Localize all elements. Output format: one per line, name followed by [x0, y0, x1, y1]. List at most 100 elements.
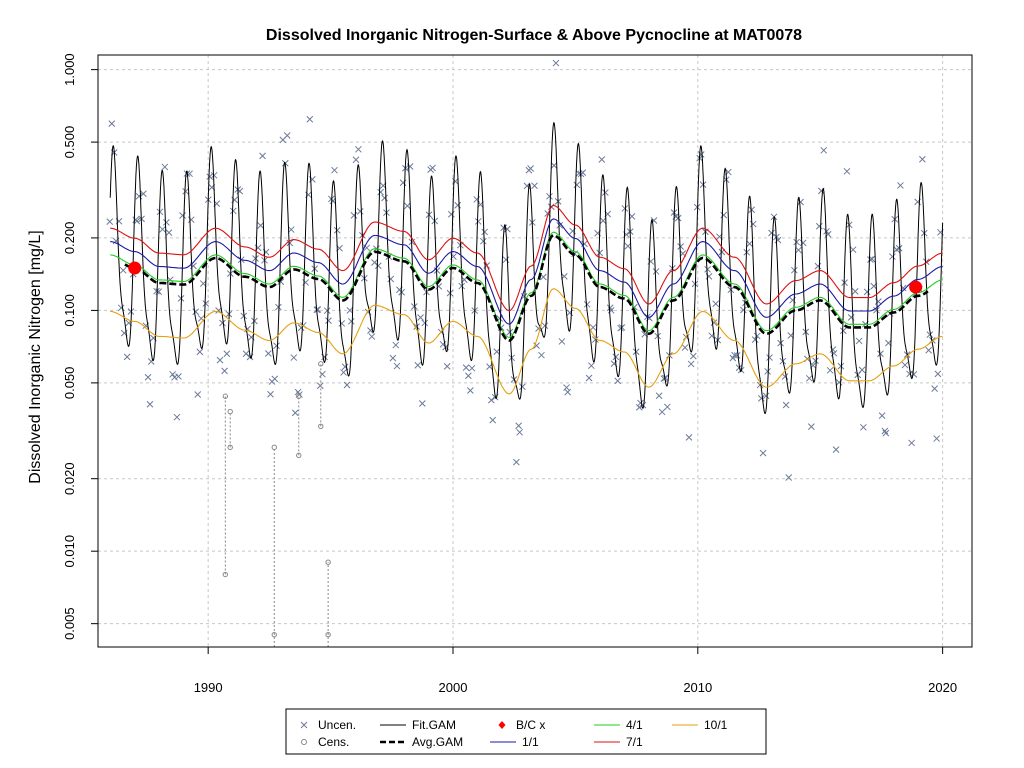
uncensored-point	[127, 308, 135, 315]
uncensored-point	[901, 361, 909, 369]
uncensored-point	[479, 237, 487, 245]
uncensored-point	[202, 300, 210, 307]
uncensored-point	[882, 429, 890, 437]
uncensored-point	[658, 408, 666, 416]
legend-swatch-bc	[498, 721, 506, 729]
uncensored-point	[805, 374, 813, 382]
uncensored-point	[877, 350, 884, 358]
uncensored-point	[766, 354, 773, 361]
uncensored-point	[531, 182, 538, 190]
uncensored-point	[229, 207, 237, 215]
axes: 1990 2000 2010 2020 0.005 0.010 0.020 0.050 0.10…	[62, 53, 957, 695]
uncensored-point	[689, 352, 697, 360]
uncensored-point	[466, 387, 474, 394]
uncensored-point	[216, 356, 224, 364]
censored-point	[271, 444, 277, 451]
uncensored-point	[650, 217, 658, 224]
x-tick-label: 2020	[928, 680, 957, 695]
censored-point	[318, 423, 324, 430]
y-tick-label: 0.005	[62, 607, 77, 640]
legend-swatch-uncen	[300, 721, 308, 729]
uncensored-point	[283, 132, 291, 139]
uncensored-point	[346, 307, 354, 314]
legend-label: Uncen.	[318, 718, 356, 732]
uncensored-point	[210, 171, 218, 179]
legend-label: B/C x	[516, 718, 545, 732]
uncensored-point	[474, 218, 482, 225]
uncensored-point	[756, 381, 764, 389]
y-tick-label: 0.020	[62, 462, 77, 495]
uncensored-point	[417, 314, 424, 321]
uncensored-point	[374, 262, 382, 270]
uncensored-point	[556, 221, 564, 229]
uncensored-point	[837, 362, 845, 370]
uncensored-point	[588, 362, 595, 370]
uncensored-point	[826, 366, 834, 374]
uncensored-point	[681, 344, 689, 351]
uncensored-point	[550, 162, 558, 169]
uncensored-point	[632, 348, 640, 356]
uncensored-point	[421, 319, 429, 327]
uncensored-point	[533, 342, 540, 349]
uncensored-point	[465, 372, 472, 380]
uncensored-point	[356, 207, 364, 215]
uncensored-point	[343, 381, 351, 389]
uncensored-point	[782, 401, 790, 409]
series-layer	[106, 59, 944, 647]
uncensored-point	[169, 370, 176, 378]
uncensored-point	[219, 319, 226, 327]
uncensored-point	[144, 373, 152, 381]
uncensored-point	[443, 363, 451, 370]
y-tick-label: 0.200	[62, 222, 77, 255]
uncensored-point	[677, 243, 684, 250]
uncensored-point	[106, 218, 114, 225]
uncensored-point	[182, 187, 189, 195]
uncensored-point	[135, 192, 143, 200]
uncensored-point	[585, 374, 593, 382]
uncensored-point	[931, 385, 938, 392]
uncensored-point	[519, 383, 526, 391]
uncensored-point	[749, 220, 757, 228]
uncensored-point	[331, 166, 338, 174]
chart-title: Dissolved Inorganic Nitrogen-Surface & A…	[266, 27, 802, 44]
uncensored-point	[252, 255, 259, 262]
uncensored-point	[194, 391, 202, 398]
uncensored-point	[454, 201, 462, 209]
uncensored-point	[513, 458, 520, 466]
uncensored-point	[257, 222, 264, 229]
uncensored-point	[259, 152, 266, 160]
uncensored-point	[165, 229, 173, 236]
uncensored-point	[866, 256, 874, 263]
uncensored-point	[762, 392, 770, 400]
uncensored-point	[163, 219, 170, 226]
uncensored-point	[781, 373, 789, 380]
uncensored-point	[291, 409, 299, 417]
uncensored-point	[635, 404, 643, 411]
censored-point	[318, 361, 324, 367]
uncensored-point	[829, 346, 837, 353]
bc-point	[909, 280, 923, 294]
uncensored-point	[140, 190, 147, 198]
censored-point	[325, 631, 331, 638]
uncensored-point	[614, 377, 622, 385]
uncensored-point	[731, 351, 738, 359]
uncensored-point	[347, 317, 355, 325]
uncensored-point	[815, 222, 823, 230]
uncensored-point	[573, 181, 581, 189]
censored-point	[227, 408, 233, 415]
uncensored-point	[377, 188, 384, 196]
uncensored-point	[832, 446, 840, 453]
uncensored-point	[171, 373, 178, 381]
uncensored-point	[290, 354, 298, 361]
uncensored-point	[447, 210, 455, 218]
uncensored-point	[389, 354, 397, 362]
uncensored-point	[768, 229, 775, 237]
series-line-4-1	[110, 231, 943, 338]
uncensored-point	[858, 366, 866, 374]
uncensored-point	[793, 238, 800, 246]
uncensored-point	[720, 211, 728, 219]
legend: Uncen. Cens. Fit.GAM Avg.GAM B/C x 1/1 4/1 7/1 1…	[285, 708, 767, 755]
uncensored-point	[340, 369, 347, 376]
censored-point	[222, 393, 229, 399]
